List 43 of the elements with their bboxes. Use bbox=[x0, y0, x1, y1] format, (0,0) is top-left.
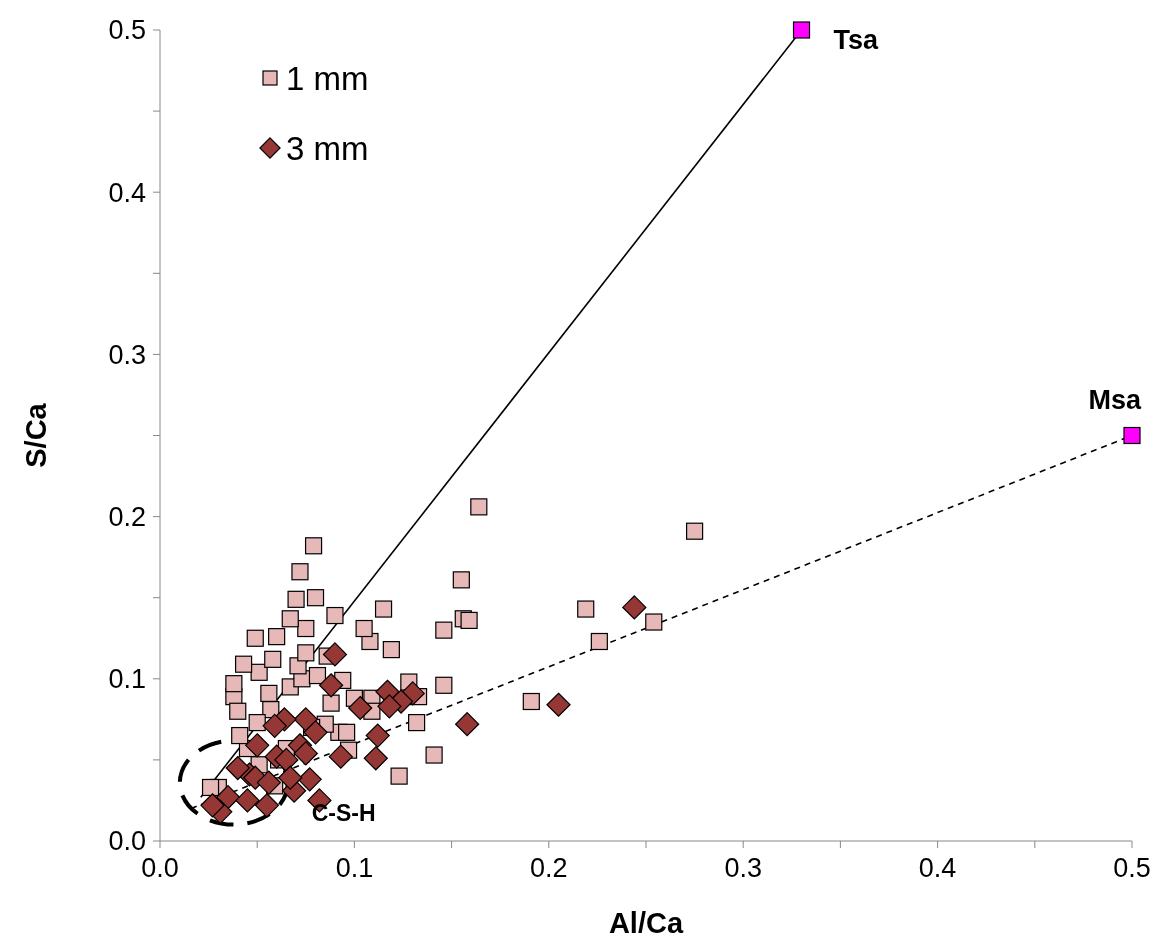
point bbox=[235, 788, 260, 813]
point bbox=[254, 793, 280, 818]
point bbox=[297, 767, 322, 792]
point bbox=[546, 692, 571, 717]
point bbox=[262, 713, 287, 738]
y-tick-label: 0.2 bbox=[108, 502, 146, 533]
point bbox=[622, 595, 647, 620]
point bbox=[225, 755, 250, 781]
point bbox=[245, 733, 270, 758]
point bbox=[377, 694, 402, 719]
point bbox=[215, 785, 241, 810]
point bbox=[792, 21, 811, 39]
y-tick-label: 0.4 bbox=[108, 177, 146, 208]
annotation: Msa bbox=[1088, 384, 1142, 415]
annotation: C-S-H bbox=[311, 800, 376, 827]
point bbox=[293, 707, 318, 732]
point bbox=[200, 793, 225, 818]
y-tick-label: 0.3 bbox=[108, 339, 146, 370]
y-tick-label: 0.5 bbox=[108, 15, 146, 46]
x-axis-title: Al/Ca bbox=[608, 907, 684, 933]
point bbox=[328, 744, 353, 769]
x-tick-label: 0.4 bbox=[918, 853, 957, 883]
x-tick-label: 0.1 bbox=[335, 853, 374, 883]
point bbox=[348, 695, 373, 721]
x-tick-label: 0.2 bbox=[530, 853, 568, 883]
point bbox=[455, 712, 480, 737]
x-tick-label: 0.5 bbox=[1113, 853, 1151, 883]
point bbox=[322, 642, 348, 667]
x-tick-label: 0.3 bbox=[724, 853, 762, 883]
y-tick-label: 0.1 bbox=[108, 664, 146, 695]
point bbox=[278, 765, 303, 790]
point bbox=[293, 741, 318, 766]
annotation: Tsa bbox=[833, 25, 880, 56]
point bbox=[1123, 426, 1141, 445]
y-axis-title: S/Ca bbox=[20, 402, 52, 468]
legend-label: 3 mm bbox=[286, 129, 369, 167]
point bbox=[274, 747, 299, 773]
point bbox=[365, 723, 390, 748]
legend-label: 1 mm bbox=[286, 59, 369, 97]
point bbox=[318, 673, 344, 698]
point bbox=[256, 770, 281, 795]
point bbox=[363, 746, 388, 771]
point bbox=[303, 720, 328, 745]
